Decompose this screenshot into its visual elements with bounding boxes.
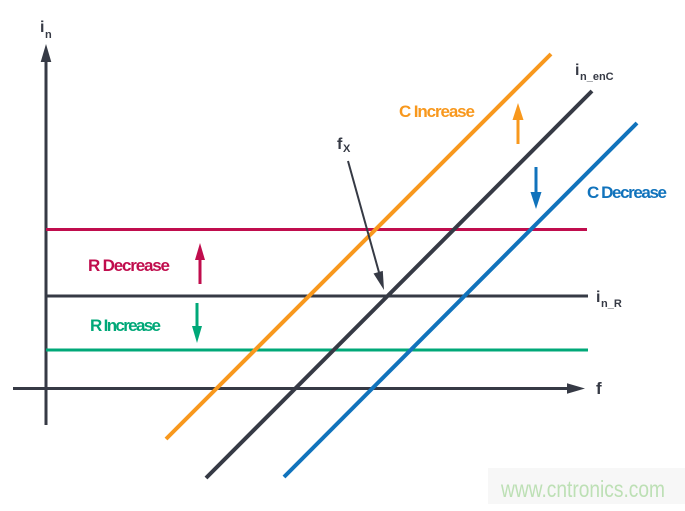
svg-text:C Decrease: C Decrease <box>587 183 667 202</box>
svg-text:i: i <box>40 19 44 36</box>
svg-text:i: i <box>596 289 600 306</box>
svg-text:X: X <box>343 143 351 155</box>
svg-text:f: f <box>596 379 602 398</box>
svg-text:i: i <box>575 62 579 79</box>
svg-text:n_R: n_R <box>601 298 622 310</box>
svg-text:f: f <box>337 136 343 153</box>
svg-text:n: n <box>45 29 52 41</box>
svg-text:www.cntronics.com: www.cntronics.com <box>500 476 665 502</box>
svg-text:C Increase: C Increase <box>399 102 475 121</box>
svg-text:R Increase: R Increase <box>90 316 161 335</box>
svg-text:n_enC: n_enC <box>580 71 614 83</box>
svg-text:R Decrease: R Decrease <box>88 256 170 275</box>
